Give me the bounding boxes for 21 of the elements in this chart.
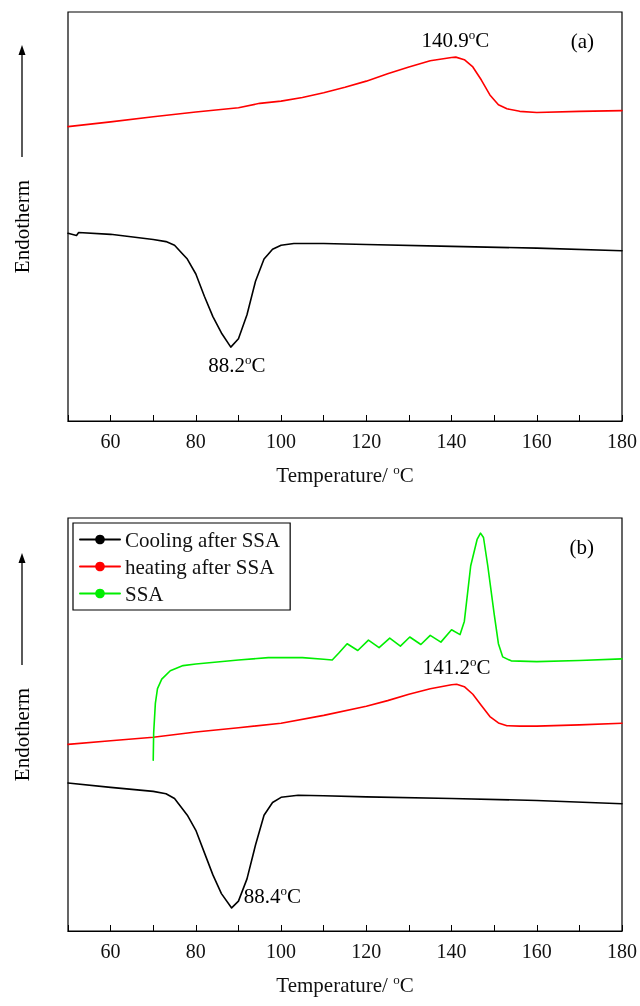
- legend-label: heating after SSA: [125, 554, 276, 579]
- y-axis-title: Endotherm: [10, 687, 34, 782]
- x-tick-label: 160: [521, 430, 552, 452]
- x-tick-label: 60: [100, 430, 121, 452]
- text: (a): [570, 28, 595, 53]
- x-tick-label: 120: [351, 430, 382, 452]
- x-tick-label: 140: [436, 430, 467, 452]
- x-tick-label: 80: [185, 940, 206, 962]
- y-axis-title: Endotherm: [10, 179, 34, 274]
- x-tick-label: 140: [436, 940, 467, 962]
- legend-label: SSA: [125, 581, 165, 606]
- x-tick-label: 180: [607, 430, 637, 452]
- legend-label: Cooling after SSA: [125, 527, 281, 552]
- x-tick-label: 60: [100, 940, 121, 962]
- x-tick-label: 120: [351, 940, 382, 962]
- annotation: (b): [569, 534, 595, 559]
- x-tick-label: 100: [266, 430, 297, 452]
- x-tick-label: 180: [607, 940, 637, 962]
- x-tick-label: 160: [521, 940, 552, 962]
- x-tick-label: 80: [185, 430, 206, 452]
- x-tick-label: 100: [266, 940, 297, 962]
